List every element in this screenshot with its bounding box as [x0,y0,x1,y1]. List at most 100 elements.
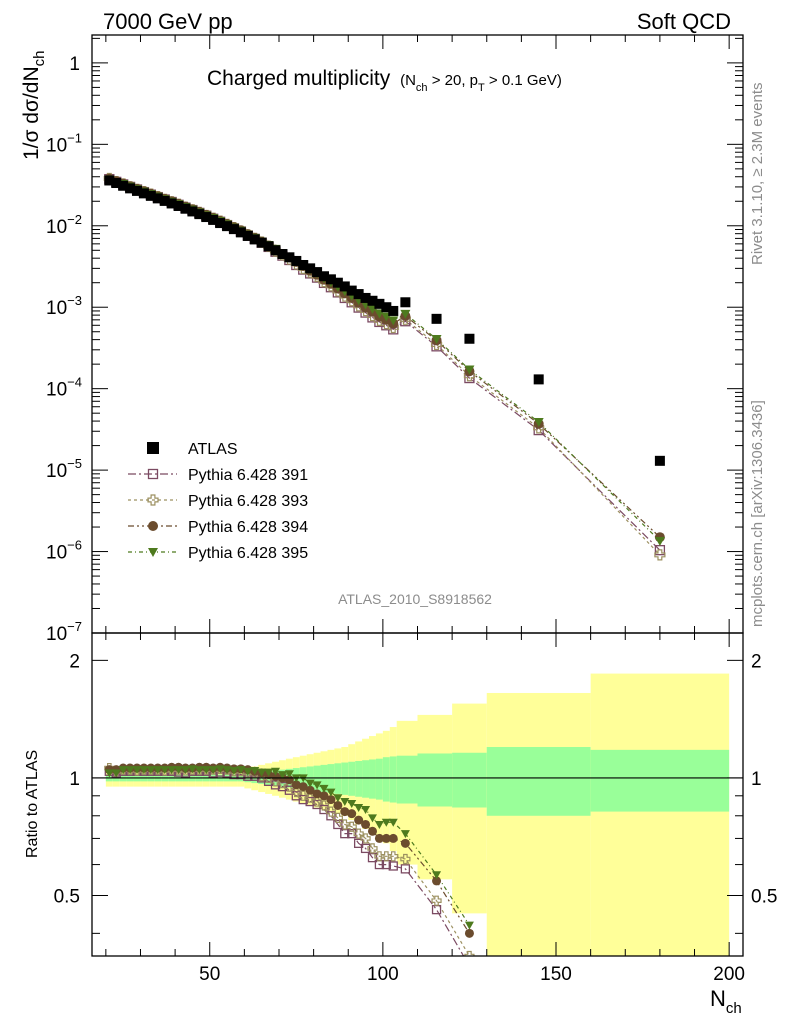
x-tick-label: 50 [199,964,220,985]
legend: ATLAS Pythia 6.428 391 Pythia 6.428 393 Pyt… [128,441,308,562]
ratio-point-395 [388,818,398,827]
inner-band-bin [486,747,591,816]
ratio-point-395 [257,768,267,777]
plot-title: Charged multiplicity (Nch > 20, pT > 0.1… [207,67,562,94]
ratio-point-395 [222,766,232,775]
legend-label: ATLAS [188,441,238,458]
main-point-atlas [325,274,336,285]
ratio-point-395 [160,766,170,775]
main-point-atlas [374,298,385,309]
ratio-y-tick-label-left: 0.5 [54,887,80,908]
main-point-atlas [111,178,122,189]
ratio-point-393 [305,792,316,803]
main-y-tick-label: 1 [69,54,80,75]
inner-band-bin [452,752,487,808]
legend-label: Pythia 6.428 394 [188,519,308,536]
main-point-atlas [228,224,239,235]
outer-band-bin [486,692,591,956]
inner-band-bin [334,763,342,794]
ratio-point-395 [229,766,239,775]
ratio-point-391 [465,962,473,970]
ratio-point-394 [388,833,398,843]
ratio-point-395 [277,771,287,780]
ratio-point-394 [367,826,377,836]
plot-title-cond-mid: > 20, p [428,72,478,89]
ratio-point-395 [347,800,357,809]
inner-band-bin [369,759,376,799]
ratio-point-394 [305,785,315,795]
ratio-point-391 [400,864,411,874]
ratio-point-393 [284,781,295,792]
ratio-point-395 [111,769,121,778]
rivet-version-text: Rivet 3.1.10, ≥ 2.3M events [749,83,766,266]
main-point-atlas [277,249,288,260]
ratio-point-391 [305,796,315,807]
main-point-atlas [118,180,129,191]
main-point-atlas [222,221,233,232]
inner-band-bin [327,764,335,793]
ratio-point-395 [243,767,253,776]
ratio-point-395 [180,766,190,775]
ratio-point-393 [381,851,392,862]
inner-band-bin [341,762,349,795]
plot-title-cond-close: > 0.1 GeV) [485,72,562,89]
main-point-atlas [256,237,267,248]
ratio-point-395 [264,768,274,777]
main-point-atlas [159,195,170,206]
ratio-point-395 [367,814,377,823]
ratio-point-395 [381,818,391,827]
ratio-point-395 [236,766,246,775]
main-point-395 [533,417,544,427]
main-point-atlas [215,218,226,229]
ratio-point-395 [146,766,156,775]
main-frame [91,34,744,634]
main-point-atlas [654,455,665,466]
ratio-point-395 [374,820,384,829]
ratio-point-393 [400,853,411,865]
ratio-point-394 [354,815,364,825]
main-point-atlas [152,193,163,204]
ratio-point-395 [208,766,218,775]
ratio-points [104,762,475,970]
ratio-point-394 [340,807,350,817]
ratio-point-393 [464,950,475,956]
header-left-title: 7000 GeV pp [103,9,233,34]
x-axis-label: Nch [710,986,742,1017]
ratio-point-395 [319,784,329,793]
ratio-point-395 [174,766,184,775]
ratio-point-393 [325,806,337,817]
ratio-point-391 [388,861,398,871]
main-point-atlas [201,212,212,223]
ratio-point-395 [432,871,442,880]
inner-band-bin [389,756,397,803]
main-point-atlas [533,374,544,385]
main-point-393 [654,549,666,561]
ratio-point-395 [284,770,294,779]
main-point-atlas [353,289,364,300]
main-point-395 [431,335,442,345]
mcplots-reference-text: mcplots.cern.ch [arXiv:1306.3436] [749,400,766,627]
main-point-atlas [319,271,330,282]
ratio-point-394 [361,819,371,829]
main-y-axis-label: 1/σ dσ/dNch [20,51,48,160]
ratio-y-tick-label-right: 0.5 [751,887,777,908]
series-points [103,172,666,970]
main-point-395 [400,309,411,319]
legend-marker [147,494,159,506]
main-y-tick-label: 10−3 [46,293,82,319]
main-point-atlas [208,214,219,225]
inner-band-bin [396,755,418,804]
ratio-point-395 [361,806,371,815]
main-y-tick-label: 10−5 [46,456,82,482]
main-line-395 [109,178,661,542]
ratio-y-tick-label-left: 2 [69,651,80,672]
main-y-tick-label: 10−1 [46,130,82,156]
main-point-atlas [346,285,357,296]
inner-band-bin [375,758,383,800]
main-point-atlas [104,175,115,186]
ratio-point-391 [353,838,364,848]
ratio-point-395 [187,765,197,774]
ratio-point-394 [333,800,343,810]
ratio-point-393 [374,851,385,862]
